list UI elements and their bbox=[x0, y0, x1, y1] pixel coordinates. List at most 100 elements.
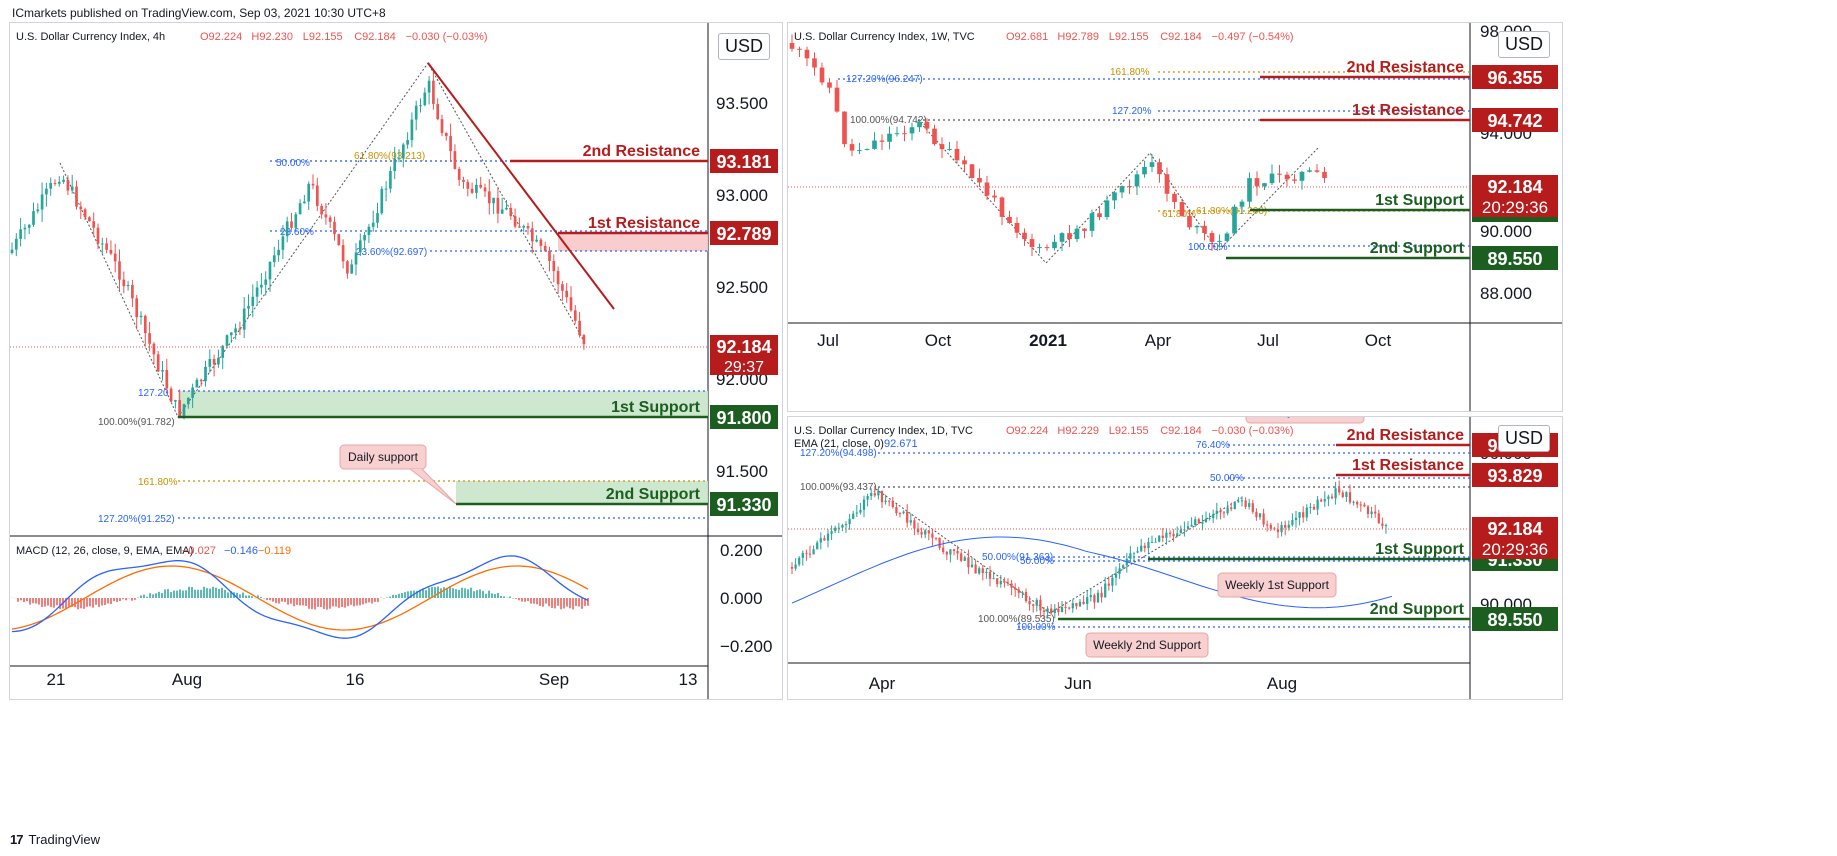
candle-body bbox=[281, 236, 285, 250]
candle-body bbox=[229, 332, 233, 336]
candle-body bbox=[1074, 228, 1080, 240]
candle-body bbox=[294, 214, 298, 228]
current-price: 92.184 bbox=[1487, 519, 1542, 539]
callout-daily-support-box bbox=[339, 444, 427, 470]
candle-body bbox=[479, 184, 483, 188]
fib-label-6: 100.00%(89.535) bbox=[978, 614, 1055, 625]
candle-body bbox=[569, 297, 573, 311]
candle-body bbox=[57, 181, 61, 184]
candle-body bbox=[1179, 202, 1185, 216]
chart-1d-canvas[interactable]: U.S. Dollar Currency Index, 1D, TVC O92.2… bbox=[788, 417, 1562, 699]
currency-button[interactable]: USD bbox=[718, 33, 771, 60]
candle-body bbox=[1150, 541, 1154, 543]
candle-body bbox=[444, 132, 448, 137]
candle-body bbox=[337, 234, 341, 246]
candle-body bbox=[1097, 213, 1102, 218]
fib-label-2: 50.00% bbox=[1210, 473, 1244, 484]
candle-body bbox=[1022, 232, 1027, 240]
candle-body bbox=[1363, 504, 1366, 507]
support-zone-2 bbox=[456, 481, 708, 505]
candle-body bbox=[985, 571, 988, 574]
candle-body bbox=[1269, 524, 1272, 529]
candle-body bbox=[939, 144, 945, 150]
candle-body bbox=[999, 580, 1002, 585]
candle-body bbox=[797, 48, 802, 50]
legend-ohlc-4: −0.030 (−0.03%) bbox=[406, 31, 488, 43]
candle-body bbox=[1050, 608, 1053, 614]
candle-body bbox=[1053, 608, 1056, 614]
candle-body bbox=[264, 279, 268, 285]
price-box-2 bbox=[710, 405, 778, 429]
price-box-label-1: 92.789 bbox=[716, 224, 771, 244]
candle-body bbox=[1240, 500, 1244, 502]
candle-body bbox=[1052, 241, 1057, 249]
chart-1d-panel[interactable]: U.S. Dollar Currency Index, 1D, TVC O92.2… bbox=[787, 416, 1563, 700]
candle-body bbox=[1217, 240, 1222, 242]
candle-body bbox=[992, 578, 995, 580]
currency-button[interactable]: USD bbox=[1498, 425, 1551, 452]
fib-label-4: 61.80% bbox=[1162, 209, 1196, 220]
tradingview-logo[interactable]: 17 TradingView bbox=[10, 832, 100, 847]
candle-body bbox=[1143, 545, 1146, 549]
price-box-label-1: 93.829 bbox=[1487, 466, 1542, 486]
candle-body bbox=[1201, 522, 1204, 524]
candle-body bbox=[354, 252, 358, 265]
candle-body bbox=[1147, 542, 1150, 549]
candle-body bbox=[1277, 173, 1282, 175]
candle-body bbox=[1209, 233, 1215, 242]
price-box-3 bbox=[1472, 607, 1558, 631]
fib-label-4: 50.00%(91.363) bbox=[982, 552, 1053, 563]
candle-body bbox=[789, 43, 795, 49]
candle-body bbox=[324, 214, 328, 218]
fib-label-0: 127.20%(94.498) bbox=[800, 448, 877, 459]
candle-body bbox=[333, 221, 336, 235]
candle-body bbox=[49, 182, 53, 189]
callout-weekly-resistance-text: Weekly Resistance bbox=[1254, 417, 1356, 418]
candle-body bbox=[1010, 583, 1013, 588]
candle-body bbox=[251, 296, 255, 306]
candle-body bbox=[1140, 545, 1143, 552]
candle-body bbox=[924, 121, 930, 129]
candle-body bbox=[40, 194, 44, 210]
level-label-3: 2nd Support bbox=[606, 486, 701, 503]
candle-body bbox=[969, 164, 975, 178]
currency-button[interactable]: USD bbox=[1498, 31, 1551, 58]
candle-body bbox=[346, 261, 349, 274]
time-tick-0: Apr bbox=[869, 674, 896, 693]
candle-body bbox=[1039, 599, 1042, 611]
support-zone-1 bbox=[178, 391, 708, 417]
candle-body bbox=[1122, 565, 1125, 569]
candle-body bbox=[1100, 592, 1103, 598]
candle-body bbox=[834, 87, 840, 112]
candle-body bbox=[522, 226, 526, 228]
candle-body bbox=[942, 547, 945, 552]
legend-ohlc-4: −0.030 (−0.03%) bbox=[1212, 425, 1294, 437]
candle-body bbox=[1059, 233, 1065, 242]
candle-body bbox=[268, 262, 272, 280]
callout-weekly-resistance-box bbox=[1245, 417, 1365, 424]
candle-body bbox=[122, 279, 126, 287]
candle-body bbox=[967, 557, 970, 568]
callout-weekly-1st-support-box bbox=[1217, 572, 1337, 598]
chart-1w-canvas[interactable]: U.S. Dollar Currency Index, 1W, TVC O92.6… bbox=[788, 23, 1562, 411]
chart-4h-panel[interactable]: U.S. Dollar Currency Index, 4h O92.224 H92… bbox=[9, 22, 783, 700]
callout-weekly-1st-support-text: Weekly 1st Support bbox=[1225, 578, 1329, 592]
legend-ohlc-2: L92.155 bbox=[1109, 425, 1149, 437]
candle-body bbox=[1341, 492, 1344, 497]
candle-body bbox=[315, 185, 319, 206]
candle-body bbox=[423, 92, 427, 106]
macd-tick-1: 0.000 bbox=[720, 589, 763, 608]
legend-ohlc-0: O92.224 bbox=[1006, 425, 1048, 437]
chart-4h-canvas[interactable]: U.S. Dollar Currency Index, 4h O92.224 H92… bbox=[10, 23, 782, 699]
candle-body bbox=[1208, 518, 1211, 520]
chart-1w-panel[interactable]: U.S. Dollar Currency Index, 1W, TVC O92.6… bbox=[787, 22, 1563, 412]
current-price-box bbox=[710, 335, 778, 375]
candle-body bbox=[14, 238, 18, 250]
candle-body bbox=[895, 506, 898, 514]
fib-label-6: 161.80% bbox=[138, 477, 178, 488]
candle-body bbox=[877, 491, 880, 496]
candle-body bbox=[1348, 492, 1352, 503]
candle-body bbox=[826, 533, 830, 541]
candle-body bbox=[1107, 583, 1110, 586]
legend-ohlc-1: H92.229 bbox=[1057, 425, 1099, 437]
